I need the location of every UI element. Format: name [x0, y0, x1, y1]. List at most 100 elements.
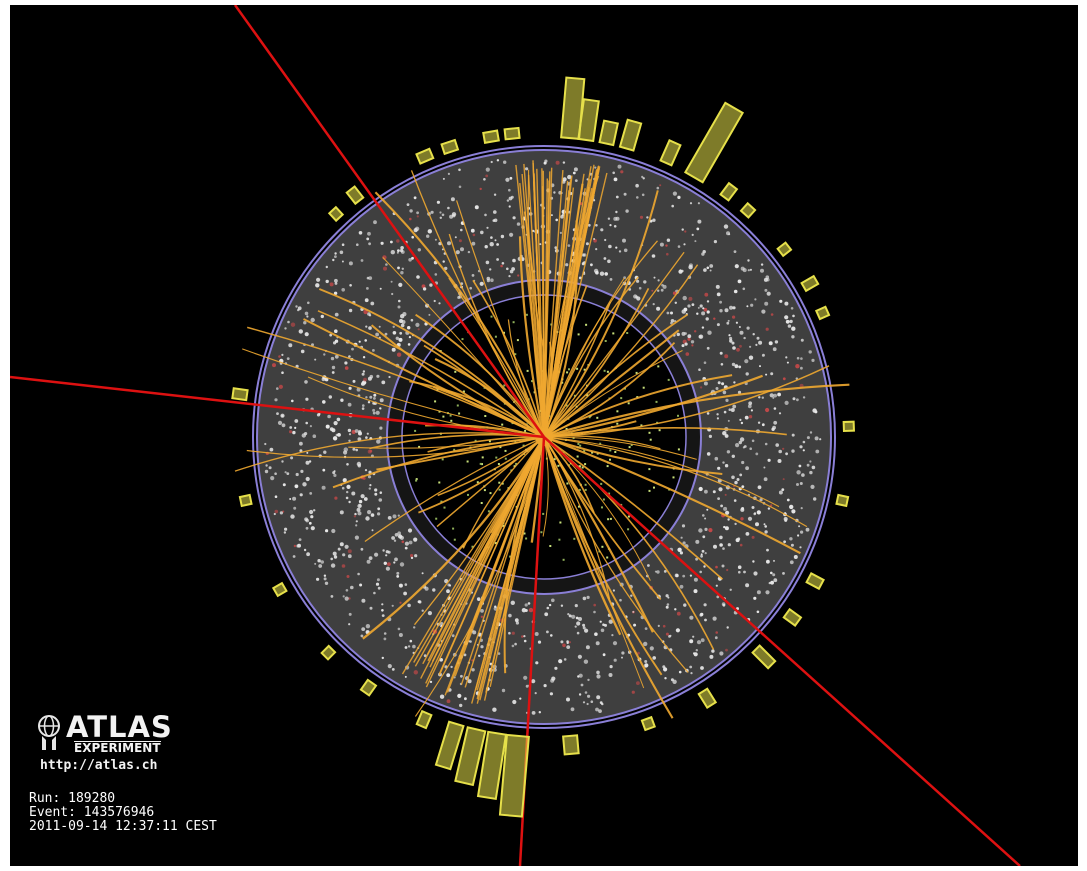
inner-hit — [418, 445, 421, 448]
hit — [548, 603, 552, 607]
hit — [716, 417, 720, 420]
hit — [264, 469, 269, 474]
hit — [599, 620, 602, 623]
hit — [508, 275, 511, 278]
hit — [681, 309, 686, 314]
hit — [733, 250, 737, 254]
inner-hit — [461, 338, 464, 341]
hit — [278, 355, 281, 358]
track — [543, 288, 650, 438]
hit — [367, 401, 371, 404]
hit — [765, 327, 769, 331]
hit — [436, 200, 440, 204]
hit — [665, 605, 669, 609]
hit — [356, 243, 359, 246]
track — [543, 374, 733, 438]
inner-hit — [579, 444, 582, 447]
hit — [347, 554, 352, 559]
hit — [682, 574, 686, 578]
hit — [716, 323, 720, 327]
hit — [524, 603, 528, 607]
hit — [303, 548, 307, 552]
hit — [276, 387, 279, 390]
hit — [734, 480, 738, 485]
hit — [689, 615, 694, 620]
inner-hit — [450, 419, 453, 422]
hit — [281, 460, 284, 463]
hit — [344, 596, 349, 601]
hit — [398, 282, 403, 287]
hit — [703, 381, 708, 386]
hit — [684, 230, 687, 233]
hit — [778, 449, 782, 454]
hit — [351, 491, 356, 496]
hit — [717, 497, 720, 500]
calorimeter-block — [835, 493, 850, 508]
inner-hit — [578, 488, 581, 491]
hit — [814, 410, 818, 414]
hit — [781, 488, 785, 491]
hit — [808, 350, 812, 354]
hit — [560, 640, 564, 644]
hit — [716, 292, 721, 297]
hit — [798, 525, 801, 528]
hit — [494, 239, 497, 242]
hit — [763, 523, 766, 526]
inner-hit — [512, 321, 515, 324]
calorimeter-block — [751, 644, 777, 670]
hit — [369, 374, 374, 379]
hit — [320, 560, 325, 564]
hit — [477, 599, 480, 602]
calorimeter-block — [503, 126, 521, 141]
inner-hit — [653, 486, 655, 489]
hit — [678, 269, 683, 274]
track — [543, 264, 699, 438]
calorimeter-block — [415, 147, 435, 165]
hit — [486, 276, 491, 281]
hit — [608, 673, 613, 677]
hit — [391, 292, 394, 296]
hit — [755, 522, 759, 527]
hit — [471, 668, 475, 672]
muon-track — [10, 375, 545, 439]
hit — [682, 295, 687, 301]
hit — [375, 332, 379, 337]
hit — [332, 436, 338, 441]
hit — [722, 461, 725, 464]
hit — [344, 361, 348, 365]
hit — [373, 397, 376, 400]
hit — [365, 624, 371, 629]
hit — [687, 304, 691, 308]
hit — [752, 333, 755, 336]
hit — [372, 408, 376, 412]
hit — [554, 246, 558, 250]
hit — [662, 624, 666, 628]
hit — [740, 507, 745, 512]
hit — [496, 258, 499, 261]
hit — [298, 329, 303, 334]
hit — [714, 456, 719, 461]
hit — [571, 614, 576, 619]
hit — [334, 252, 337, 255]
hit — [728, 334, 731, 337]
inner-hit — [604, 340, 607, 342]
hit — [635, 183, 639, 188]
inner-hit — [479, 462, 482, 465]
hit — [770, 313, 774, 316]
hit — [295, 305, 298, 308]
inner-hit — [414, 429, 417, 432]
hit — [474, 205, 479, 210]
hit — [500, 234, 505, 239]
hit — [333, 555, 338, 559]
calorimeter-block — [814, 305, 831, 321]
hit — [723, 410, 727, 414]
hit — [782, 478, 785, 481]
hit — [809, 460, 812, 463]
jet-track — [471, 436, 545, 704]
hit — [439, 211, 442, 214]
hit — [341, 288, 346, 292]
hit — [739, 330, 744, 335]
hit — [290, 322, 296, 327]
hit — [321, 485, 326, 490]
hit — [586, 702, 589, 706]
